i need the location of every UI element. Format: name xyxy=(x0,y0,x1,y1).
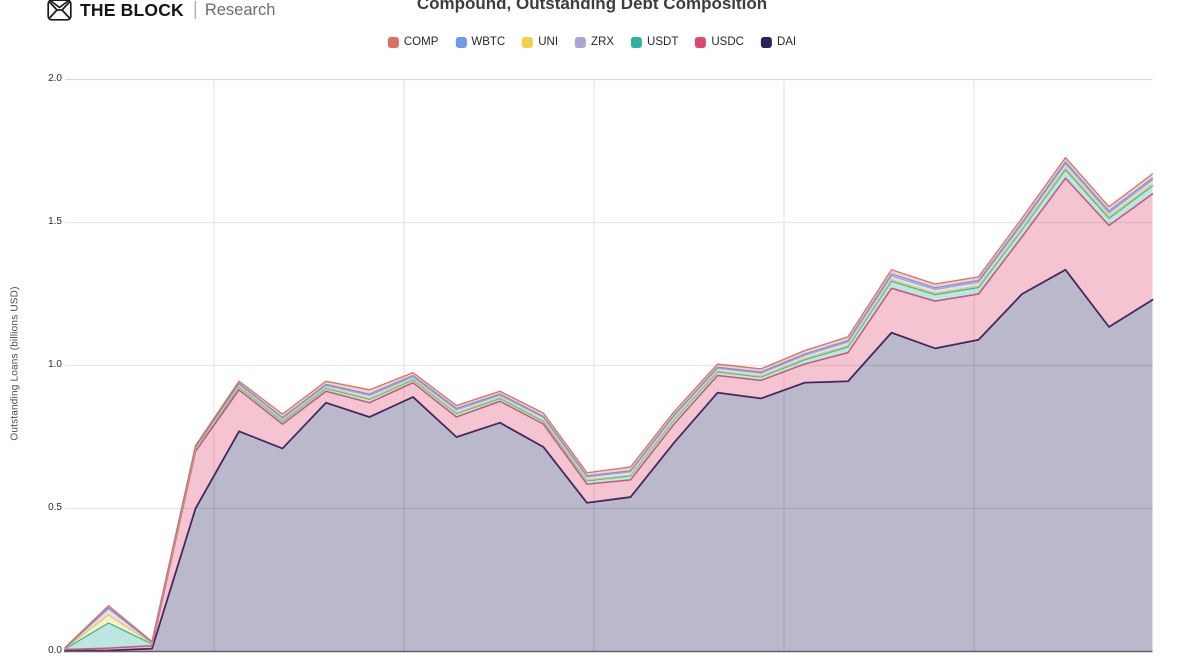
legend-item-uni[interactable]: UNI xyxy=(522,36,558,48)
legend-label: UNI xyxy=(538,36,559,48)
series-area-usdc xyxy=(65,178,1153,651)
brand-sub-label: Research xyxy=(204,0,276,19)
legend-swatch-dai xyxy=(760,36,772,48)
legend-item-zrx[interactable]: ZRX xyxy=(575,36,614,48)
legend-swatch-usdt xyxy=(631,36,643,48)
series-line-wbtc xyxy=(64,161,1154,649)
y-tick-0-5: 0.5 xyxy=(48,502,62,513)
series-line-usdt xyxy=(64,168,1154,650)
y-tick-1-0: 1.0 xyxy=(48,359,62,370)
y-tick-1-5: 1.5 xyxy=(48,216,62,227)
y-tick-0-0: 0.0 xyxy=(48,645,62,656)
legend-label: DAI xyxy=(776,36,797,48)
brand-name: THE BLOCK xyxy=(80,0,184,20)
chart-legend: COMP WBTC UNI ZRX USDT USDC DAI xyxy=(387,36,797,48)
legend-item-dai[interactable]: DAI xyxy=(760,36,797,48)
brand-divider: | xyxy=(192,0,198,20)
legend-item-usdc[interactable]: USDC xyxy=(695,36,744,48)
the-block-logo: THE BLOCK | Research xyxy=(47,0,275,23)
legend-label: USDC xyxy=(711,36,744,48)
y-tick-2-0: 2.0 xyxy=(48,73,62,84)
legend-label: ZRX xyxy=(591,36,615,48)
legend-item-comp[interactable]: COMP xyxy=(387,36,439,48)
legend-label: USDT xyxy=(647,36,679,48)
legend-label: WBTC xyxy=(471,36,506,48)
legend-swatch-uni xyxy=(522,36,534,48)
legend-label: COMP xyxy=(403,36,439,48)
legend-swatch-comp xyxy=(387,36,399,48)
legend-swatch-usdc xyxy=(695,36,707,48)
legend-item-usdt[interactable]: USDT xyxy=(631,36,678,48)
series-line-usdc xyxy=(64,177,1154,651)
the-block-cube-icon xyxy=(47,0,72,21)
series-line-uni xyxy=(64,166,1154,650)
chart-title: Compound, Outstanding Debt Composition xyxy=(416,0,768,13)
legend-swatch-wbtc xyxy=(455,36,467,48)
legend-swatch-zrx xyxy=(575,36,587,48)
series-line-dai xyxy=(64,268,1154,652)
series-line-comp xyxy=(64,156,1154,649)
series-area-dai xyxy=(65,269,1153,652)
legend-item-wbtc[interactable]: WBTC xyxy=(455,36,505,48)
series-line-zrx xyxy=(64,163,1154,650)
